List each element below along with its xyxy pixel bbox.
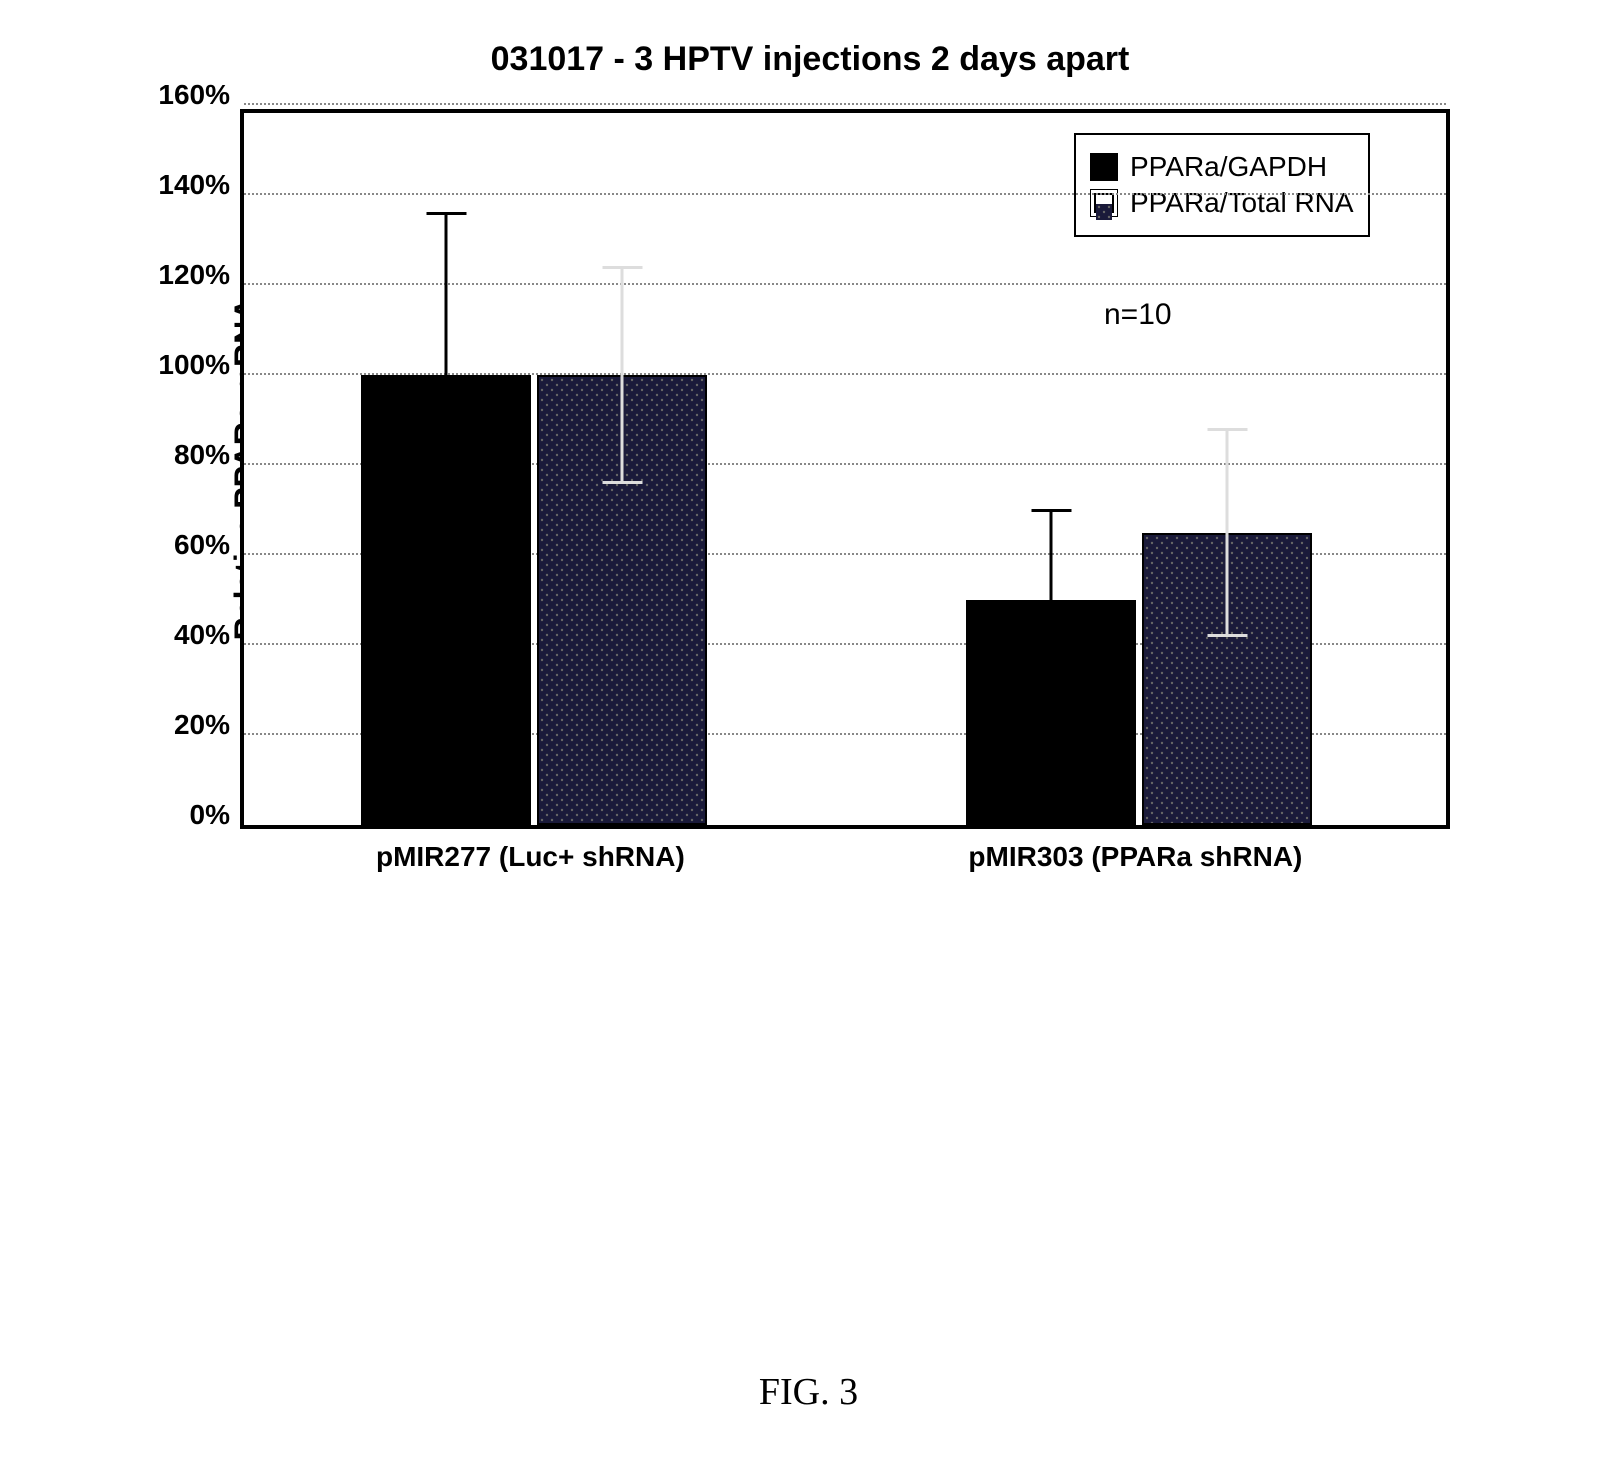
y-axis: 160%140%120%100%80%60%40%20%0%	[120, 109, 240, 829]
figure-caption: FIG. 3	[759, 1370, 858, 1414]
bar	[537, 375, 707, 825]
annotation-n: n=10	[1104, 298, 1172, 332]
grid-line	[244, 103, 1446, 105]
error-bar	[1226, 429, 1229, 636]
chart-title: 031017 - 3 HPTV injections 2 days apart	[80, 40, 1540, 79]
bar-group	[966, 533, 1312, 826]
error-bar	[445, 213, 448, 375]
legend-label: PPARa/Total RNA	[1130, 187, 1354, 219]
x-tick-label: pMIR303 (PPARa shRNA)	[968, 841, 1302, 873]
error-bar	[1050, 510, 1053, 600]
legend-item: PPARa/Total RNA	[1090, 187, 1354, 219]
x-axis-labels: pMIR277 (Luc+ shRNA) pMIR303 (PPARa shRNA…	[240, 841, 1450, 891]
x-tick-label: pMIR277 (Luc+ shRNA)	[376, 841, 685, 873]
legend-label: PPARa/GAPDH	[1130, 151, 1327, 183]
grid-line	[244, 193, 1446, 195]
chart-area: Relative PPARa mRNA 160%140%120%100%80%6…	[120, 109, 1540, 829]
bar	[1142, 533, 1312, 826]
legend: PPARa/GAPDH PPARa/Total RNA	[1074, 133, 1370, 237]
plot-area: PPARa/GAPDH PPARa/Total RNA n=10	[240, 109, 1450, 829]
bar	[966, 600, 1136, 825]
legend-item: PPARa/GAPDH	[1090, 151, 1354, 183]
legend-swatch	[1090, 153, 1118, 181]
grid-line	[244, 283, 1446, 285]
bar	[361, 375, 531, 825]
bar-group	[361, 375, 707, 825]
error-bar	[621, 267, 624, 483]
